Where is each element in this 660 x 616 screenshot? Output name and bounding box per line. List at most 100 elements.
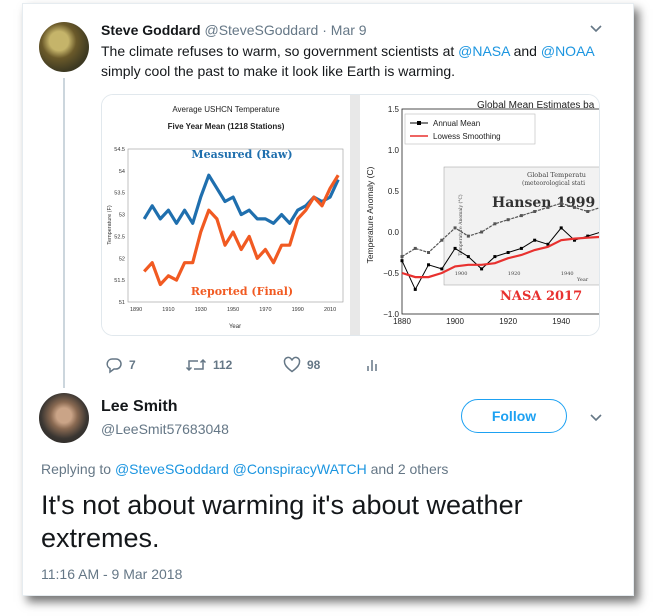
legend-annual: Annual Mean <box>433 119 480 128</box>
left-plot-frame <box>127 148 344 303</box>
mention-conspiracywatch[interactable]: @ConspiracyWATCH <box>232 461 367 477</box>
annual-mean-point <box>586 234 590 238</box>
inset-xtick-label: 1920 <box>508 271 521 277</box>
right-plot-frame <box>401 108 599 315</box>
annual-mean-point <box>400 259 404 263</box>
tweet-text-part: and <box>509 43 541 59</box>
annual-mean-point <box>600 231 601 234</box>
reply-text: It's not about warming it's about weathe… <box>41 490 523 553</box>
left-chart-ylabel: Temperature (F) <box>107 205 113 245</box>
like-button[interactable]: 98 <box>283 356 320 374</box>
right-xtick-label: 1900 <box>446 317 464 326</box>
hansen-point <box>466 234 470 238</box>
hansen-point <box>600 206 601 209</box>
tweet-text-part: simply cool the past to make it look lik… <box>101 63 456 79</box>
annual-mean-point <box>413 287 417 291</box>
right-legend <box>404 113 536 145</box>
reply-author-handle[interactable]: @LeeSmit57683048 <box>101 421 229 437</box>
inset-xtick-label: 1900 <box>455 271 468 277</box>
hansen-point <box>453 226 457 230</box>
right-chart-ylabel: Temperature Anomaly (C) <box>365 166 375 263</box>
nasa-label: NASA 2017 <box>500 289 582 304</box>
avatar[interactable] <box>39 22 89 72</box>
replying-suffix[interactable]: and 2 others <box>366 461 449 477</box>
retweet-button[interactable]: 112 <box>185 356 232 374</box>
hansen-point <box>427 251 431 254</box>
inset-ylabel: Temperature Anomaly (°C) <box>457 194 464 256</box>
left-ytick-label: 53.5 <box>114 191 125 197</box>
tweet-text: The climate refuses to warm, so governme… <box>101 41 621 81</box>
left-xtick-label: 1890 <box>130 307 142 313</box>
annual-mean-point <box>533 238 537 242</box>
hansen-point <box>506 218 510 222</box>
left-chart-title: Average USHCN Temperature <box>172 105 280 114</box>
hansen-point <box>586 210 590 213</box>
legend-lowess: Lowess Smoothing <box>433 132 501 141</box>
author-name[interactable]: Steve Goddard <box>101 22 201 38</box>
left-ytick-label: 52.5 <box>114 234 125 240</box>
reply-button[interactable]: 7 <box>105 356 136 374</box>
legend-marker-annual <box>417 121 421 125</box>
inset-xlabel: Year <box>576 277 589 283</box>
replying-prefix: Replying to <box>41 461 115 477</box>
chevron-down-icon[interactable] <box>589 411 603 426</box>
left-ytick-label: 52 <box>119 256 125 262</box>
hansen-line <box>401 202 599 258</box>
follow-button[interactable]: Follow <box>461 399 567 433</box>
tweet-media[interactable]: Average USHCN Temperature Five Year Mean… <box>101 94 600 336</box>
right-ytick-label: −0.5 <box>383 269 399 278</box>
chevron-down-icon[interactable] <box>589 22 603 37</box>
measured-series-line <box>142 173 340 225</box>
annual-mean-point <box>546 242 550 246</box>
right-ytick-label: −1.0 <box>383 310 399 319</box>
mention-noaa[interactable]: @NOAA <box>540 43 594 59</box>
annual-mean-point <box>572 238 576 242</box>
author-handle[interactable]: @SteveSGoddard <box>204 22 319 38</box>
tweet-date[interactable]: Mar 9 <box>330 22 367 38</box>
annual-mean-point <box>453 246 457 250</box>
reply-timestamp[interactable]: 11:16 AM - 9 Mar 2018 <box>41 566 183 582</box>
lowess-line <box>401 235 599 279</box>
avatar[interactable] <box>39 393 89 443</box>
right-chart-title: Global Mean Estimates ba <box>477 100 595 111</box>
right-xtick-label: 1940 <box>552 317 570 326</box>
annual-mean-point <box>506 251 510 254</box>
analytics-button[interactable] <box>363 356 387 374</box>
annual-mean-point <box>466 255 470 259</box>
right-ytick-label: 0.0 <box>388 228 400 237</box>
hansen-point <box>572 205 576 209</box>
left-xtick-label: 2010 <box>324 307 336 313</box>
annual-mean-point <box>559 226 563 230</box>
inset-xtick-label: 1940 <box>561 271 574 277</box>
hansen-point <box>413 246 417 250</box>
left-ytick-label: 53 <box>119 213 125 219</box>
left-xtick-label: 1930 <box>195 307 207 313</box>
left-chart-xlabel: Year <box>229 324 241 330</box>
hansen-label: Hansen 1999 <box>492 195 595 211</box>
tweet-text-part: The climate refuses to warm, so governme… <box>101 43 459 59</box>
hansen-point <box>440 238 444 242</box>
separator: · <box>322 22 327 38</box>
annual-mean-line <box>401 227 599 291</box>
mention-stevesgoddard[interactable]: @SteveSGoddard <box>114 461 229 477</box>
reply-author-name[interactable]: Lee Smith <box>101 398 178 415</box>
left-xtick-label: 1990 <box>292 307 304 313</box>
hansen-point <box>400 255 404 259</box>
annual-mean-point <box>440 267 444 271</box>
tweet-header: Steve Goddard @SteveSGoddard · Mar 9 <box>101 22 367 38</box>
mention-nasa[interactable]: @NASA <box>458 43 510 59</box>
like-count: 98 <box>307 358 321 372</box>
retweet-count: 112 <box>213 358 233 372</box>
like-icon <box>283 356 301 374</box>
right-ytick-label: 1.5 <box>388 105 400 114</box>
inset-title-1: Global Temperatu <box>527 171 586 179</box>
annual-mean-point <box>480 267 484 271</box>
inset-title-2: (meteorological stati <box>522 180 585 187</box>
left-chart-subtitle: Five Year Mean (1218 Stations) <box>168 122 285 131</box>
reply-count: 7 <box>129 358 136 372</box>
tweet-card: Steve Goddard @SteveSGoddard · Mar 9 The… <box>22 3 634 596</box>
reported-series-line <box>143 174 340 287</box>
reported-label: Reported (Final) <box>191 285 293 298</box>
annual-mean-point <box>519 246 523 250</box>
left-xtick-label: 1910 <box>162 307 174 313</box>
